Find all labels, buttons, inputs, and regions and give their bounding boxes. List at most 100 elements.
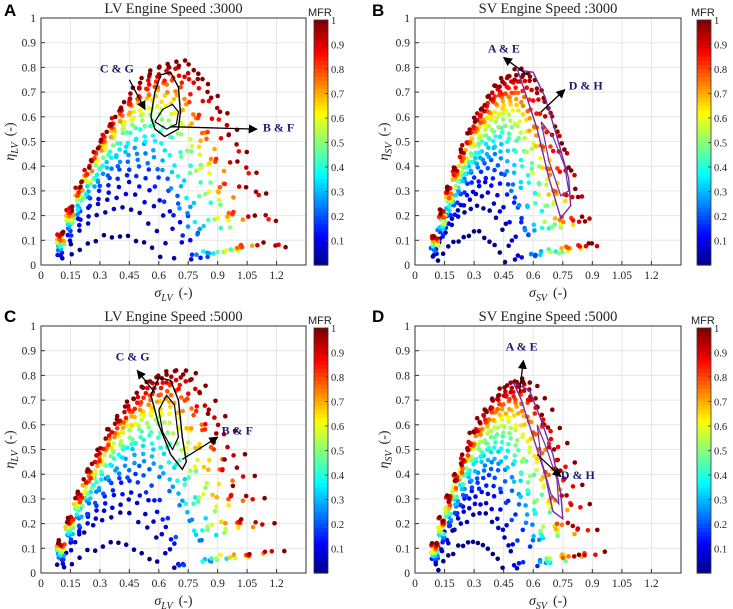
data-point [512,66,517,72]
colorbar-segment [697,130,711,135]
data-point [563,464,568,470]
data-point [534,459,540,465]
y-tick-label: 0.6 [396,112,411,124]
data-point [243,185,249,190]
colorbar-tick-label: 0.9 [331,41,344,52]
data-point [452,212,458,217]
x-tick-label: 0.45 [119,270,139,282]
colorbar-segment [697,97,711,103]
data-point [64,520,70,525]
data-point [472,119,478,124]
data-point [459,487,465,492]
data-point [565,507,570,513]
data-point [230,478,235,484]
data-point [544,182,549,188]
data-point [485,190,491,195]
data-point [538,252,543,258]
data-point [512,413,517,418]
data-point [218,225,224,231]
data-point [480,542,486,548]
colorbar-segment [314,475,328,480]
x-tick-label: 0.45 [494,578,514,590]
data-point [179,395,184,400]
data-point [483,511,489,516]
data-point [531,222,537,227]
data-point [520,103,526,109]
data-point [204,136,209,142]
data-point [450,551,456,557]
colorbar-segment [314,462,328,468]
data-point [483,123,488,129]
colorbar-segment [697,220,711,225]
colorbar-segment [697,85,711,91]
data-point [200,559,205,564]
data-point [217,109,223,115]
data-point [148,68,153,73]
data-point [468,442,473,448]
colorbar-segment [314,540,328,546]
data-point [74,512,79,517]
colorbar-segment [314,487,328,492]
data-point [492,167,497,173]
data-point [189,144,195,149]
y-tick-label: 0.7 [22,395,37,407]
data-point [508,548,514,554]
annotation-arrow [128,79,146,111]
data-point [514,438,520,443]
data-point [559,522,565,528]
colorbar-segment [314,385,328,390]
data-point [461,234,467,240]
data-point [123,144,129,149]
data-point [193,168,199,173]
data-point [528,251,534,257]
data-point [139,417,144,423]
data-point [506,131,512,136]
data-point [447,208,452,214]
colorbar-segment [314,40,328,46]
data-point [137,210,142,216]
data-point [520,112,526,117]
data-point [571,554,577,559]
data-point [553,189,558,194]
data-point [469,153,475,158]
colorbar-tick-label: 0.8 [714,65,727,76]
colorbar-segment [314,146,328,152]
data-point [244,149,250,155]
data-point [273,243,278,248]
data-point [540,165,545,171]
data-point [505,148,511,154]
data-point [474,203,480,209]
data-point [180,498,185,504]
data-point [518,423,524,428]
colorbar-segment [314,85,328,91]
data-point [539,208,545,214]
data-point [215,249,220,255]
operating-envelope-inner [158,394,180,451]
colorbar-segment [314,450,328,456]
data-point [94,172,100,178]
data-point [177,219,183,225]
data-point [117,234,123,239]
colorbar-segment [314,340,328,345]
data-point [429,541,435,546]
data-point [482,133,488,138]
colorbar-segment [314,483,328,488]
data-point [498,75,504,81]
data-point [497,401,502,407]
data-point [63,524,68,530]
data-point [283,244,288,250]
data-point [496,111,502,117]
data-point [168,537,174,542]
data-point [86,214,91,219]
data-point [118,119,123,124]
data-point [209,522,215,527]
data-point [96,188,102,194]
x-tick-label: 0.6 [152,270,167,282]
x-tick-label: 0.6 [526,270,541,282]
data-point [473,150,479,156]
data-point [505,465,510,470]
data-point [511,479,517,485]
data-point [124,399,130,405]
data-point [154,509,160,515]
